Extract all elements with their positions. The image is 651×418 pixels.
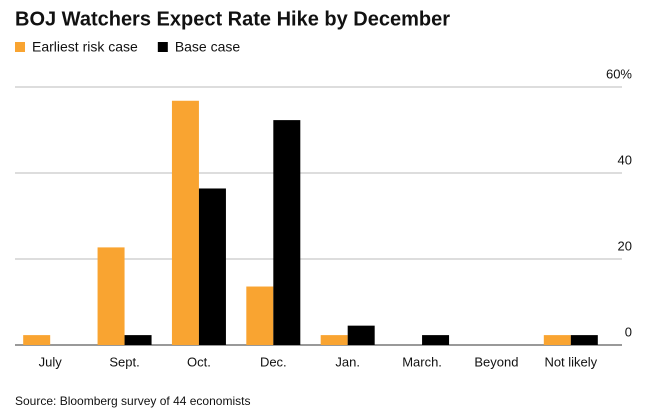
x-tick-label: July [39,354,63,369]
bar [570,335,598,345]
legend-label: Earliest risk case [32,39,138,55]
x-tick-label: Sept. [109,354,139,369]
legend-swatch [157,42,168,52]
x-tick-label: Oct. [187,354,211,369]
bar [23,335,51,345]
bar [422,335,450,345]
bar [273,120,301,345]
y-tick-label: 20 [618,238,632,253]
chart-title: BOJ Watchers Expect Rate Hike by Decembe… [15,8,450,30]
bar [347,325,375,345]
bar [246,286,274,345]
x-tick-label: Jan. [335,354,360,369]
x-tick-label: Not likely [544,354,597,369]
y-tick-label: 40 [618,152,632,167]
legend-swatch [15,42,25,52]
bar [320,335,348,345]
bar [124,335,152,345]
x-tick-label: March. [402,354,442,369]
y-tick-label: 60% [606,66,632,81]
bar [171,100,199,345]
x-tick-label: Beyond [474,354,518,369]
y-tick-label: 0 [625,324,632,339]
source-note: Source: Bloomberg survey of 44 economist… [15,394,250,408]
bar [97,247,125,345]
legend-label: Base case [175,39,241,55]
bar [198,188,226,345]
x-tick-label: Dec. [260,354,287,369]
bar [543,335,571,345]
